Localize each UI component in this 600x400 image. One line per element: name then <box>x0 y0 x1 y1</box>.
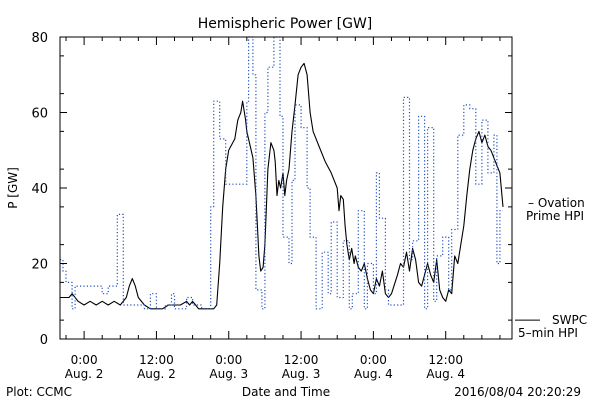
ovation-prime-series-line <box>60 36 503 310</box>
x-tick-time-label: 0:00 <box>215 353 242 367</box>
legend-ovation-prime-label: – Ovation <box>528 196 585 210</box>
y-tick-label: 80 <box>31 31 48 46</box>
x-tick-date-label: Aug. 4 <box>354 367 393 381</box>
x-tick-time-label: 12:00 <box>428 353 463 367</box>
footer-timestamp: 2016/08/04 20:20:29 <box>454 385 581 399</box>
x-tick-time-label: 0:00 <box>360 353 387 367</box>
y-axis-label: P [GW] <box>6 167 20 209</box>
plot-area <box>60 36 504 310</box>
y-tick-label: 20 <box>31 258 48 273</box>
chart-title: Hemispheric Power [GW] <box>198 16 373 32</box>
x-axis-label: Date and Time <box>242 385 330 399</box>
x-tick-date-label: Aug. 3 <box>282 367 321 381</box>
y-tick-label: 40 <box>31 182 48 197</box>
footer-credit: Plot: CCMC <box>6 385 72 399</box>
y-tick-label: 0 <box>40 333 48 348</box>
x-tick-date-label: Aug. 3 <box>209 367 248 381</box>
legend-swpc-hpi-label: SWPC <box>552 313 587 327</box>
x-tick-date-label: Aug. 2 <box>65 367 104 381</box>
x-tick-time-label: 12:00 <box>139 353 174 367</box>
x-tick-time-label: 12:00 <box>284 353 319 367</box>
x-tick-date-label: Aug. 4 <box>426 367 465 381</box>
legend-ovation-prime-label: Prime HPI <box>526 209 584 223</box>
legend-swpc-hpi-label: 5–min HPI <box>518 326 578 340</box>
x-tick-time-label: 0:00 <box>71 353 98 367</box>
x-tick-date-label: Aug. 2 <box>137 367 176 381</box>
swpc-hpi-series-line <box>60 62 504 310</box>
y-tick-label: 60 <box>31 107 48 122</box>
